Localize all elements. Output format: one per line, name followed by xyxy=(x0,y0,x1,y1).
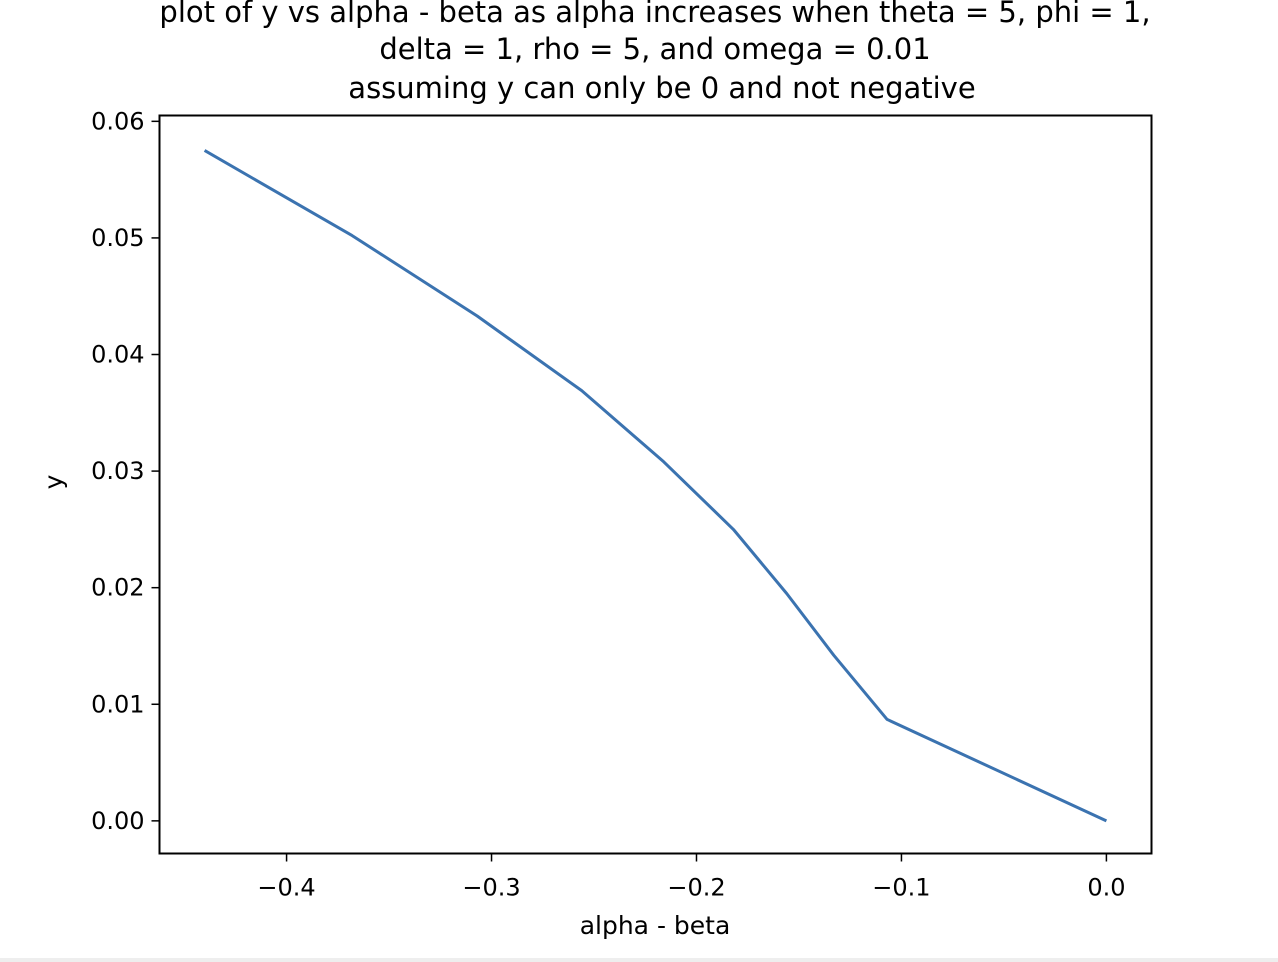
bottom-divider xyxy=(0,958,1278,962)
series-group xyxy=(203,149,1108,823)
y-tick-label: 0.06 xyxy=(91,107,144,135)
y-tick-label: 0.05 xyxy=(91,224,144,252)
plot-area-frame xyxy=(158,114,1153,855)
y-tick-label: 0.02 xyxy=(91,574,144,602)
chart-title-line-1: plot of y vs alpha - beta as alpha incre… xyxy=(159,0,1150,29)
y-tick-label: 0.01 xyxy=(91,690,144,718)
chart-title-line-3: assuming y can only be 0 and not negativ… xyxy=(348,71,975,105)
y-axis-label: y xyxy=(39,474,68,489)
x-tick-label: −0.2 xyxy=(667,874,725,902)
x-tick-label: −0.1 xyxy=(872,874,930,902)
series-line-0 xyxy=(203,149,1108,823)
y-tick-label: 0.03 xyxy=(91,457,144,485)
x-tick-label: −0.4 xyxy=(257,874,315,902)
x-axis-label: alpha - beta xyxy=(580,911,731,940)
x-tick-label: 0.0 xyxy=(1087,874,1125,902)
x-axis-ticks: −0.4 −0.3 −0.2 −0.1 0.0 xyxy=(257,853,1125,902)
chart-title-line-2: delta = 1, rho = 5, and omega = 0.01 xyxy=(379,32,930,66)
y-tick-label: 0.00 xyxy=(91,807,144,835)
y-tick-label: 0.04 xyxy=(91,341,144,369)
y-axis-ticks: 0.00 0.01 0.02 0.03 0.04 0.05 0.06 xyxy=(91,107,160,835)
x-tick-label: −0.3 xyxy=(462,874,520,902)
chart-title: plot of y vs alpha - beta as alpha incre… xyxy=(159,0,1150,105)
